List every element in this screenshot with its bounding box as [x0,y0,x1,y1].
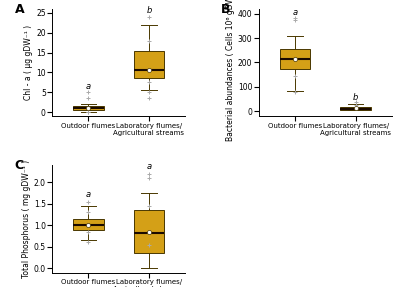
Text: C: C [15,160,24,172]
PathPatch shape [340,107,371,110]
Text: B: B [221,3,231,16]
Y-axis label: Total Phosphorus ( mg gDW⁻¹ ): Total Phosphorus ( mg gDW⁻¹ ) [22,160,31,278]
PathPatch shape [134,210,164,253]
Text: A: A [15,3,24,16]
PathPatch shape [280,49,310,69]
PathPatch shape [73,106,104,110]
Text: a: a [86,82,91,91]
Text: b: b [146,6,152,15]
PathPatch shape [134,51,164,78]
PathPatch shape [73,219,104,230]
Text: a: a [292,8,298,17]
Y-axis label: Bacterial abundances ( Cells 10⁶ gDW⁻¹ ): Bacterial abundances ( Cells 10⁶ gDW⁻¹ ) [226,0,235,141]
Y-axis label: Chl - a ( μg gDW⁻¹ ): Chl - a ( μg gDW⁻¹ ) [24,25,33,100]
Text: a: a [146,162,152,171]
Text: b: b [353,93,358,102]
Text: a: a [86,190,91,199]
